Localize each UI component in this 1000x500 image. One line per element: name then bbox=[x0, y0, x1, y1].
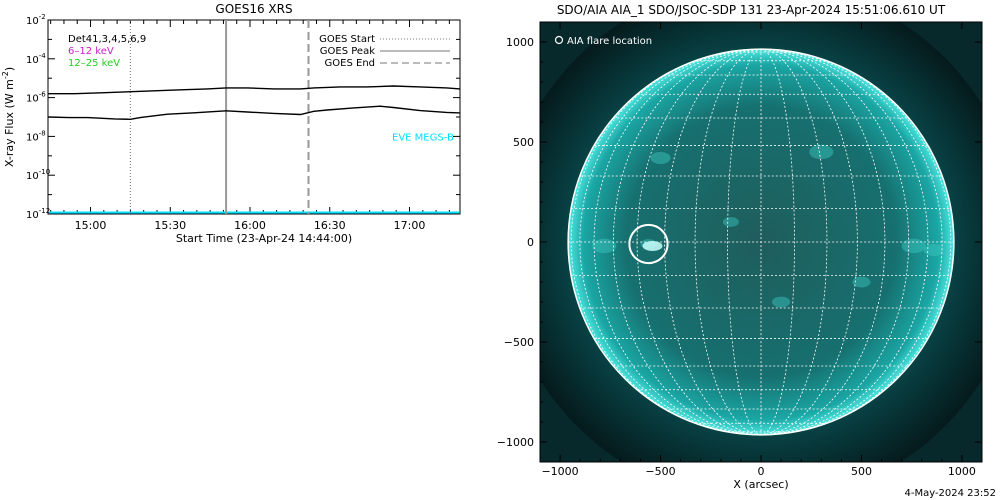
y-tick-label: 10-2 bbox=[26, 13, 46, 27]
goes-marker-legend-label: GOES Peak bbox=[320, 46, 375, 57]
bright-region bbox=[772, 296, 791, 308]
energy-legend-item: 12–25 keV bbox=[68, 58, 120, 69]
longitude-line bbox=[593, 49, 762, 435]
x-tick-label: −500 bbox=[645, 465, 675, 478]
eve-megs-label: EVE MEGS-B bbox=[392, 132, 454, 143]
longitude-line bbox=[760, 49, 909, 435]
legend-flare-location: AIA flare location bbox=[567, 36, 652, 47]
longitude-line bbox=[570, 49, 762, 435]
longitude-line bbox=[636, 49, 762, 435]
heliographic-grid bbox=[568, 49, 954, 435]
y-tick-label: 1000 bbox=[506, 36, 534, 49]
bright-region bbox=[722, 217, 739, 227]
x-tick-label: 500 bbox=[851, 465, 872, 478]
limb-circle bbox=[567, 48, 955, 436]
goes-marker-legend-label: GOES Start bbox=[319, 34, 375, 45]
x-tick-label: 1000 bbox=[948, 465, 976, 478]
longitude-line bbox=[760, 49, 795, 435]
aia-image: AIA flare location bbox=[540, 22, 982, 462]
longitude-line bbox=[760, 49, 886, 435]
bright-region bbox=[852, 276, 871, 288]
bright-region bbox=[923, 243, 944, 257]
x-tick-label: 0 bbox=[758, 465, 765, 478]
aia-title: SDO/AIA AIA_1 SDO/JSOC-SDP 131 23-Apr-20… bbox=[557, 3, 946, 17]
footer-timestamp: 4-May-2024 23:52 bbox=[904, 488, 996, 499]
y-tick-label: 10-8 bbox=[26, 129, 46, 143]
x-tick-label: 16:00 bbox=[234, 219, 266, 232]
bright-region bbox=[809, 144, 834, 160]
longitude-line bbox=[760, 49, 952, 435]
goes-plot: GOES16 XRS 10-2 10-4 10-6 10-8 10-10 10-12 15:0… bbox=[1, 2, 461, 245]
longitude-line bbox=[727, 49, 762, 435]
y-tick-label: −500 bbox=[504, 336, 534, 349]
y-tick-label: −1000 bbox=[497, 436, 534, 449]
goes-marker-legend-label: GOES End bbox=[325, 58, 375, 69]
x-tick-label: 17:00 bbox=[394, 219, 426, 232]
legend-circle-icon bbox=[554, 35, 564, 45]
series-line bbox=[48, 85, 461, 95]
goes-xlabel: Start Time (23-Apr-24 14:44:00) bbox=[176, 232, 352, 245]
y-tick-label: 0 bbox=[527, 236, 534, 249]
aia-xlabel: X (arcsec) bbox=[733, 478, 788, 491]
bright-region bbox=[592, 238, 617, 254]
goes-title: GOES16 XRS bbox=[215, 2, 292, 16]
longitude-line bbox=[760, 49, 929, 435]
bright-region bbox=[650, 151, 671, 165]
goes-ylabel: X-ray Flux (W m-2) bbox=[1, 67, 16, 167]
x-tick-label: −1000 bbox=[541, 465, 578, 478]
energy-legend-item: Det41,3,4,5,6,9 bbox=[68, 34, 146, 45]
series-line bbox=[47, 105, 461, 121]
x-tick-label: 15:00 bbox=[75, 219, 107, 232]
energy-legend-item: 6–12 keV bbox=[68, 46, 114, 57]
flare-kernel bbox=[642, 241, 663, 251]
bright-region bbox=[901, 238, 926, 254]
y-tick-label: 10-4 bbox=[26, 52, 46, 66]
y-tick-label: 10-6 bbox=[26, 91, 46, 105]
longitude-line bbox=[664, 49, 762, 435]
x-tick-label: 16:30 bbox=[314, 219, 346, 232]
aia-image-panel: SDO/AIA AIA_1 SDO/JSOC-SDP 131 23-Apr-20… bbox=[497, 3, 983, 491]
x-tick-label: 15:30 bbox=[154, 219, 186, 232]
longitude-line bbox=[613, 49, 762, 435]
y-tick-label: 500 bbox=[513, 136, 534, 149]
flare-location-circle bbox=[628, 223, 669, 265]
y-tick-label: 10-10 bbox=[26, 168, 50, 182]
active-regions bbox=[592, 144, 944, 308]
longitude-line bbox=[760, 49, 858, 435]
longitude-line bbox=[760, 49, 943, 435]
longitude-line bbox=[579, 49, 762, 435]
y-tick-label: 10-12 bbox=[26, 207, 50, 221]
